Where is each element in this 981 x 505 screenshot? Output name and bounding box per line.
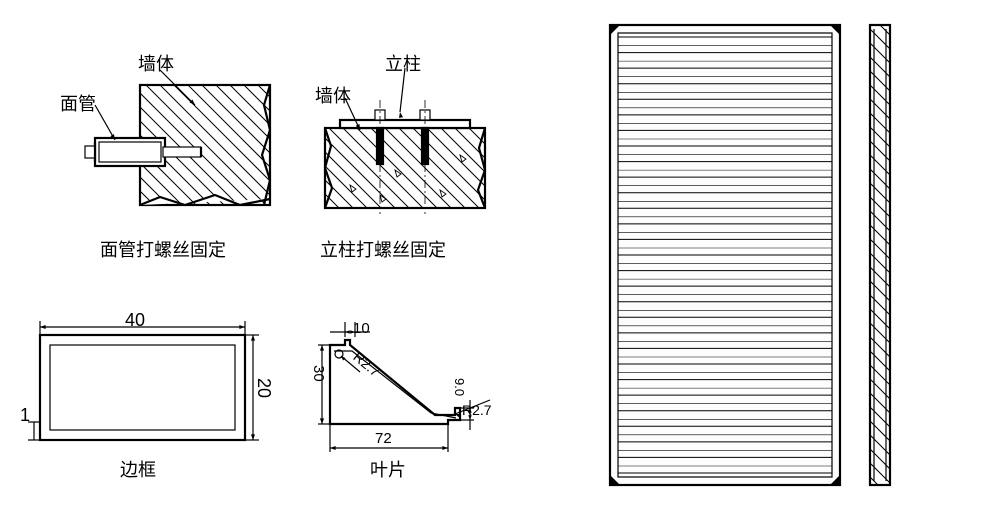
label-column-b: 立柱 <box>385 50 421 76</box>
caption-detail-b: 立柱打螺丝固定 <box>320 236 446 262</box>
dim-frame-1: 1 <box>20 405 30 426</box>
dim-blade-r2: R2.7 <box>462 402 492 418</box>
caption-detail-a: 面管打螺丝固定 <box>100 236 226 262</box>
dim-frame-h: 20 <box>253 378 274 398</box>
dim-frame-w: 40 <box>125 310 145 331</box>
caption-frame: 边框 <box>120 456 156 482</box>
label-pipe-a: 面管 <box>60 90 96 116</box>
dim-blade-top: 10 <box>353 320 370 337</box>
label-wall-a: 墙体 <box>138 50 174 76</box>
caption-blade: 叶片 <box>370 456 406 482</box>
label-wall-b: 墙体 <box>315 82 351 108</box>
dim-blade-left: 30 <box>310 365 327 382</box>
dim-blade-9: 9.0 <box>452 378 467 396</box>
dim-blade-bottom: 72 <box>375 430 392 447</box>
